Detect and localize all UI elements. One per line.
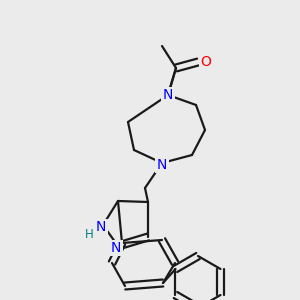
Text: N: N: [163, 88, 173, 102]
Text: H: H: [85, 229, 93, 242]
Text: O: O: [201, 55, 212, 69]
Text: N: N: [111, 241, 121, 255]
Text: N: N: [96, 220, 106, 234]
Text: N: N: [157, 158, 167, 172]
